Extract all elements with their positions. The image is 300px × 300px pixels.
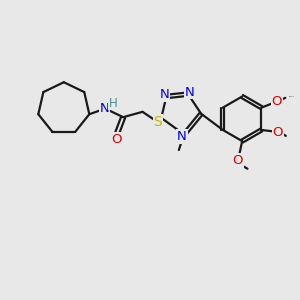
Text: S: S xyxy=(154,115,162,129)
Text: N: N xyxy=(185,85,195,98)
Text: O: O xyxy=(232,154,243,167)
Text: N: N xyxy=(177,130,187,143)
Text: H: H xyxy=(108,97,117,110)
Text: O: O xyxy=(272,126,283,139)
Text: methoxy: methoxy xyxy=(289,96,295,97)
Text: N: N xyxy=(160,88,170,101)
Text: O: O xyxy=(111,133,121,146)
Text: N: N xyxy=(100,102,110,116)
Text: O: O xyxy=(272,95,282,108)
